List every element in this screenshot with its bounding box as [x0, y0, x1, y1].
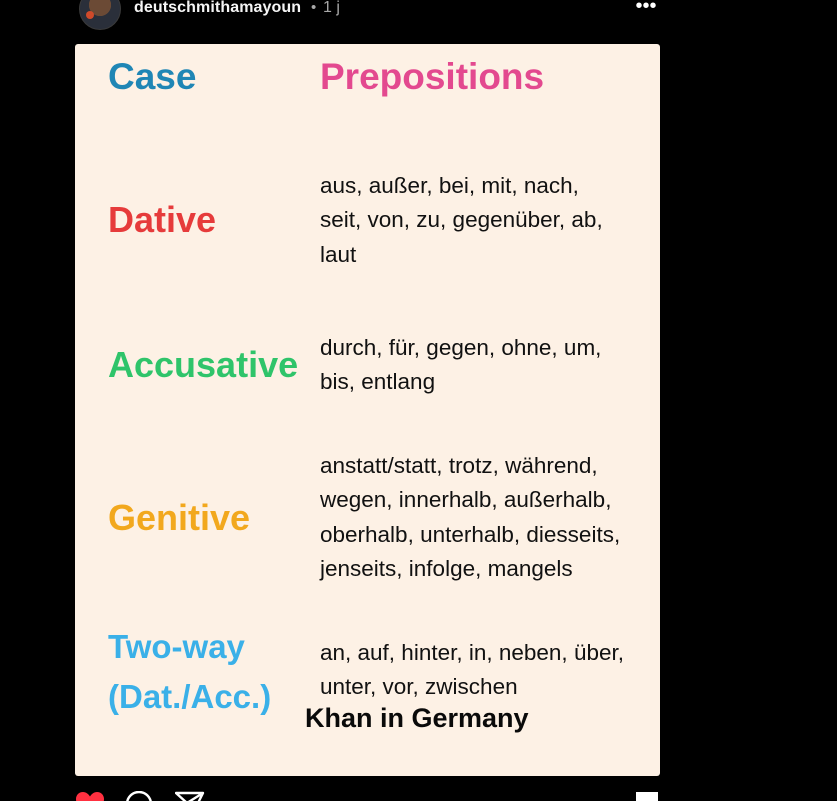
case-label-dative: Dative [108, 199, 217, 240]
case-label-two-way: Two-way (Dat./Acc.) [108, 628, 272, 715]
share-icon[interactable] [175, 791, 205, 801]
case-label-genitive: Genitive [108, 497, 251, 538]
comment-icon[interactable] [124, 791, 154, 801]
case-label-accusative: Accusative [108, 344, 299, 385]
prepositions-accusative: durch, für, gegen, ohne, um, bis, entlan… [320, 335, 602, 395]
post-username[interactable]: deutschmithamayoun [134, 0, 302, 16]
heart-icon[interactable] [75, 791, 105, 801]
header-prepositions: Prepositions [320, 56, 545, 97]
watermark: Khan in Germany [305, 703, 529, 733]
prepositions-genitive: anstatt/statt, trotz, während, wegen, in… [320, 453, 621, 581]
prepositions-two-way: an, auf, hinter, in, neben, über, unter,… [320, 640, 624, 700]
avatar[interactable] [79, 0, 121, 30]
post-time-ago[interactable]: 1 j [323, 0, 340, 16]
prepositions-dative: aus, außer, bei, mit, nach, seit, von, z… [320, 173, 603, 267]
bookmark-icon[interactable] [635, 791, 659, 801]
separator-dot: • [311, 0, 317, 16]
header-case: Case [108, 56, 197, 97]
more-options-button[interactable]: ••• [635, 0, 657, 17]
avatar-badge-icon [86, 11, 94, 19]
post-image[interactable]: Case Prepositions Dative aus, außer, bei… [75, 44, 660, 776]
